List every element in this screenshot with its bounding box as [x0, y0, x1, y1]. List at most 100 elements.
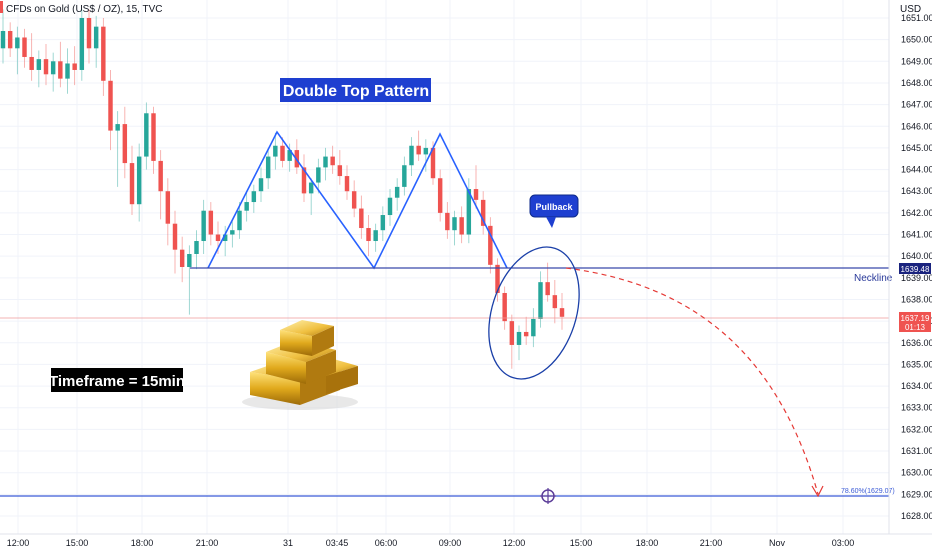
candle-bullish	[423, 147, 429, 155]
candle-bearish	[330, 156, 335, 166]
candle-bearish	[523, 331, 529, 337]
candle-bearish	[495, 264, 500, 293]
candle-bullish	[308, 182, 314, 194]
projection-arrowhead	[811, 485, 824, 498]
y-tick-label: 1647.00	[901, 100, 932, 110]
y-tick-label: 1642.00	[901, 208, 932, 218]
candle-bearish	[172, 223, 178, 250]
candle-bullish	[136, 156, 142, 205]
candle-bearish	[280, 145, 285, 161]
candle-bearish	[502, 292, 507, 322]
candle-bearish	[29, 56, 34, 70]
candle-bearish	[416, 145, 421, 155]
y-tick-label: 1636.00	[901, 338, 932, 348]
candle-bullish	[538, 282, 543, 319]
candle-bearish	[165, 191, 171, 224]
candle-bullish	[323, 156, 328, 168]
candle-bearish	[337, 165, 343, 177]
candle-bearish	[122, 124, 128, 164]
x-tick-label: 31	[283, 538, 293, 548]
x-tick-label: 03:00	[832, 538, 855, 548]
candle-bearish	[215, 234, 221, 242]
x-tick-label: 12:00	[503, 538, 526, 548]
x-axis-tick-labels[interactable]: 12:00 15:00 18:00 21:00 31 03:45 06:00 09:00 12:…	[7, 538, 855, 548]
header-marker	[0, 1, 3, 13]
candle-bullish	[402, 165, 407, 187]
candle-bullish	[380, 215, 386, 231]
candle-bearish	[7, 30, 13, 49]
candle-bearish	[459, 217, 464, 235]
candle-bearish	[437, 178, 443, 213]
x-tick-label: 21:00	[700, 538, 723, 548]
candle-bearish	[58, 61, 63, 79]
timeframe-box: Timeframe = 15min	[49, 368, 185, 392]
current-price-text: 1637.19	[901, 314, 930, 323]
currency-label: USD	[900, 4, 921, 15]
candle-bearish	[72, 63, 77, 70]
candle-bearish	[301, 167, 307, 194]
y-tick-label: 1650.00	[901, 35, 932, 45]
candle-bullish	[79, 18, 85, 70]
target-label: 78.60%(1629.07)	[841, 488, 895, 495]
symbol-title[interactable]: CFDs on Gold (US$ / OZ), 15, TVC	[6, 4, 163, 15]
neckline-label: Neckline	[854, 273, 893, 284]
target-crosshair-icon	[540, 488, 556, 504]
y-tick-label: 1643.00	[901, 186, 932, 196]
candle-bearish	[351, 191, 357, 209]
candle-bearish	[366, 228, 371, 242]
y-tick-label: 1649.00	[901, 56, 932, 66]
candle-bullish	[373, 230, 378, 242]
y-tick-label: 1651.00	[901, 13, 932, 23]
candle-bearish	[344, 176, 350, 192]
candle-bearish	[43, 59, 49, 75]
candle-bearish	[158, 160, 163, 192]
candle-bullish	[230, 230, 235, 235]
candle-bullish	[201, 210, 206, 242]
y-tick-label: 1645.00	[901, 143, 932, 153]
candle-bullish	[258, 178, 264, 192]
candle-bullish	[222, 234, 228, 242]
candle-bearish	[488, 225, 493, 265]
y-tick-label: 1632.00	[901, 424, 932, 434]
y-tick-label: 1639.00	[901, 273, 932, 283]
y-tick-label: 1633.00	[901, 403, 932, 413]
y-tick-label: 1634.00	[901, 381, 932, 391]
x-tick-label: Nov	[769, 538, 786, 548]
candle-bullish	[251, 191, 257, 203]
x-tick-label: 09:00	[439, 538, 462, 548]
candle-bearish	[480, 199, 486, 226]
x-tick-label: 15:00	[66, 538, 89, 548]
neckline-price-tag: 1639.48	[899, 263, 931, 274]
pullback-label: Pullback	[535, 202, 573, 212]
x-tick-label: 18:00	[636, 538, 659, 548]
candle-bearish	[108, 80, 113, 131]
timeframe-label: Timeframe = 15min	[49, 373, 185, 390]
candle-bullish	[244, 202, 249, 211]
candle-bearish	[359, 208, 364, 229]
candle-bullish	[93, 26, 99, 49]
candle-bearish	[208, 210, 214, 235]
x-tick-label: 21:00	[196, 538, 219, 548]
candle-bearish	[151, 113, 156, 161]
candle-bullish	[287, 150, 292, 161]
x-tick-label: 06:00	[375, 538, 398, 548]
candle-bullish	[409, 145, 414, 166]
candle-bearish	[545, 282, 550, 296]
y-tick-label: 1628.00	[901, 511, 932, 521]
gold-bars-image	[242, 320, 358, 410]
candle-bullish	[237, 210, 242, 231]
candle-bullish	[452, 217, 457, 231]
candlestick-series	[0, 9, 565, 369]
candle-bullish	[15, 37, 20, 49]
candle-bullish	[144, 113, 149, 157]
y-tick-label: 1630.00	[901, 468, 932, 478]
candle-bullish	[531, 318, 536, 337]
y-tick-label: 1641.00	[901, 230, 932, 240]
y-tick-label: 1635.00	[901, 359, 932, 369]
candle-bullish	[516, 331, 522, 345]
y-tick-label: 1640.00	[901, 251, 932, 261]
candle-bullish	[316, 167, 321, 183]
pullback-callout: Pullback	[529, 194, 579, 228]
candle-bullish	[187, 254, 192, 267]
